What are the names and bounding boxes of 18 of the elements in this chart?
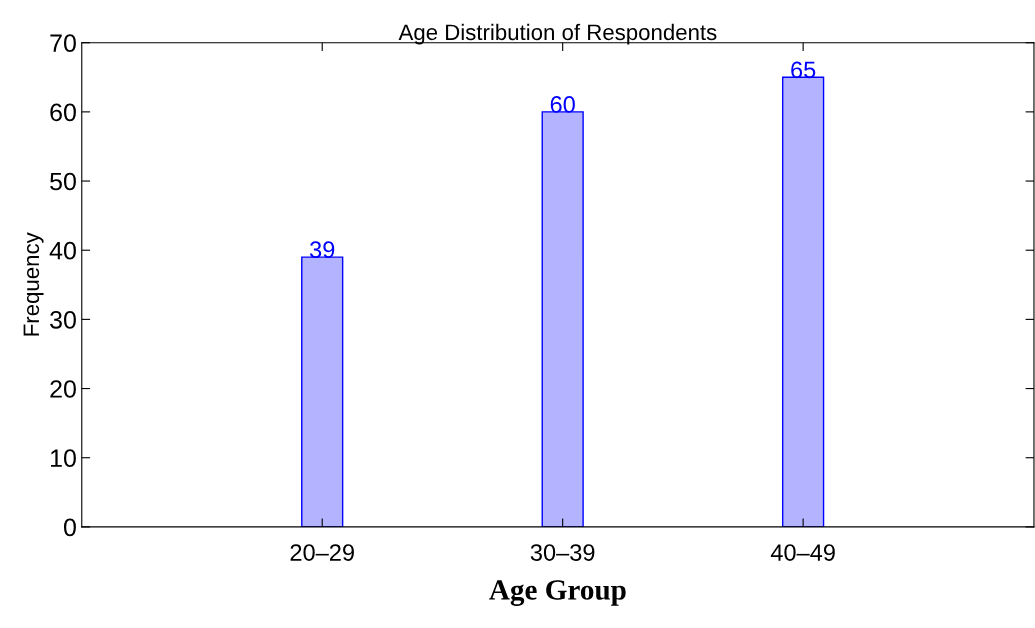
data-label: 60 [550, 96, 575, 113]
data-label: 39 [309, 241, 335, 259]
y-tick-label: 10 [51, 449, 76, 468]
bar [541, 111, 584, 527]
y-tick-label: 20 [50, 380, 76, 398]
y-tick-label: 60 [50, 103, 76, 122]
y-tick-label: 30 [50, 310, 76, 329]
x-tick-label: 30–39 [530, 544, 595, 561]
y-tick-label: 40 [49, 241, 76, 260]
y-tick-label: 50 [50, 172, 76, 191]
y-tick-label: 0 [63, 518, 76, 537]
y-tick-label: 70 [50, 34, 76, 53]
chart-title: Age Distribution of Respondents [398, 23, 717, 45]
x-axis-title: Age Group [489, 580, 626, 606]
bar [301, 256, 344, 527]
y-axis-title: Frequency [23, 232, 44, 336]
x-tick-label: 20–29 [290, 544, 354, 561]
x-tick-label: 40–49 [770, 544, 835, 561]
